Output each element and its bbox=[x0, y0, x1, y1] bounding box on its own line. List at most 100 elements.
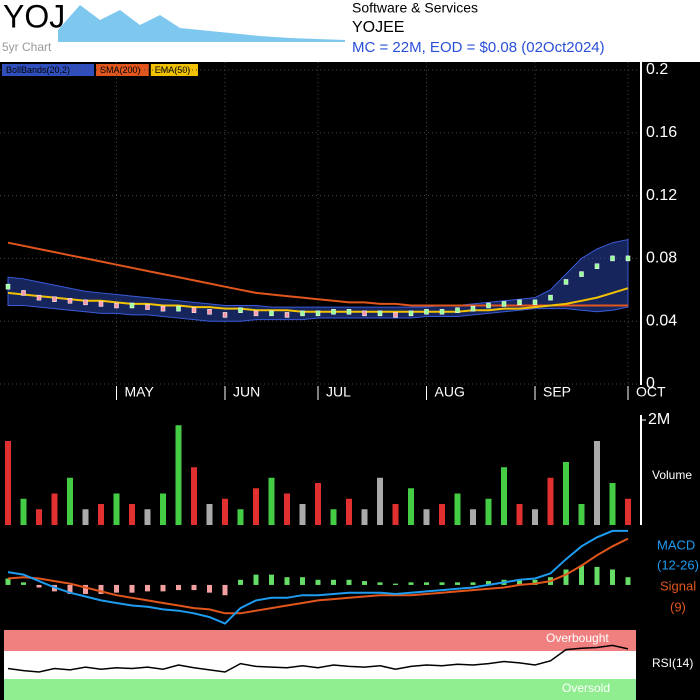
macd-histogram bbox=[486, 581, 491, 585]
candle bbox=[160, 305, 166, 312]
volume-bar bbox=[532, 509, 538, 525]
chart-bg bbox=[0, 62, 700, 700]
signal-label: Signal bbox=[660, 578, 696, 593]
candle bbox=[36, 294, 42, 301]
signal-line bbox=[7, 537, 629, 615]
macd-histogram bbox=[315, 579, 321, 585]
candle bbox=[98, 301, 104, 307]
candle bbox=[346, 309, 352, 315]
volume-bar bbox=[268, 477, 275, 525]
macd-histogram bbox=[517, 579, 522, 585]
candle bbox=[439, 309, 445, 315]
macd-histogram bbox=[610, 569, 615, 585]
candle bbox=[300, 310, 305, 317]
candle bbox=[563, 279, 569, 285]
candle bbox=[408, 310, 414, 317]
macd-histogram bbox=[269, 574, 274, 585]
volume-bar bbox=[454, 493, 461, 525]
y-tick-label: 0.12 bbox=[646, 187, 677, 204]
candle bbox=[501, 301, 507, 307]
legend-swatch bbox=[150, 64, 198, 76]
candle bbox=[52, 296, 57, 302]
candle bbox=[532, 299, 538, 306]
macd-histogram bbox=[362, 581, 367, 585]
volume-tick-label: 2M bbox=[648, 411, 670, 428]
macd-histogram bbox=[83, 584, 88, 594]
macd-line bbox=[7, 529, 628, 625]
macd-histogram bbox=[176, 584, 181, 591]
volume-bar bbox=[237, 509, 244, 525]
macd-histogram bbox=[5, 578, 11, 585]
oversold-zone bbox=[4, 679, 636, 700]
price-axis bbox=[640, 62, 642, 385]
candle bbox=[625, 255, 631, 262]
volume-bar bbox=[485, 498, 492, 525]
macd-params: (12-26) bbox=[657, 557, 699, 572]
macd-histogram bbox=[253, 574, 259, 585]
volume-bar bbox=[330, 509, 337, 525]
volume-bar bbox=[361, 509, 368, 525]
candle bbox=[470, 305, 476, 312]
volume-bar bbox=[377, 477, 383, 525]
volume-bar bbox=[470, 509, 476, 525]
macd-histogram bbox=[129, 584, 135, 593]
volume-bar bbox=[392, 504, 399, 525]
x-tick-label: OCT bbox=[636, 384, 666, 400]
macd-histogram bbox=[625, 577, 631, 585]
candle bbox=[455, 307, 460, 313]
ticker: YOJ bbox=[3, 0, 65, 34]
volume-bar bbox=[594, 441, 600, 525]
macd-histogram bbox=[21, 582, 26, 585]
candle bbox=[253, 310, 259, 317]
y-tick-label: 0.2 bbox=[646, 61, 668, 78]
macd-histogram bbox=[207, 584, 212, 593]
volume-bar bbox=[315, 483, 321, 525]
candle bbox=[594, 263, 600, 269]
candle bbox=[5, 283, 11, 290]
macd-histogram bbox=[331, 579, 336, 585]
volume-bar bbox=[144, 509, 151, 525]
candle bbox=[207, 309, 212, 315]
candle bbox=[517, 299, 522, 306]
candle bbox=[284, 312, 290, 318]
macd-histogram bbox=[300, 577, 305, 585]
macd-histogram bbox=[114, 584, 119, 593]
macd-histogram bbox=[532, 579, 538, 585]
legend-label: BollBands(20,2) bbox=[6, 65, 70, 75]
candle bbox=[269, 310, 274, 317]
rsi-line bbox=[7, 644, 629, 673]
candle bbox=[114, 302, 119, 309]
volume-bar bbox=[82, 509, 89, 525]
candle bbox=[393, 312, 398, 318]
candle bbox=[362, 310, 367, 317]
candle bbox=[222, 312, 228, 318]
macd-histogram bbox=[222, 584, 228, 596]
macd-histogram bbox=[470, 582, 476, 585]
volume-bar bbox=[20, 498, 27, 525]
volume-bar bbox=[51, 493, 58, 525]
volume-bar bbox=[547, 477, 554, 525]
candle bbox=[486, 302, 491, 309]
candle bbox=[548, 294, 553, 301]
volume-bar bbox=[346, 498, 352, 525]
candle bbox=[67, 298, 73, 304]
volume-bar bbox=[98, 504, 104, 525]
volume-bar bbox=[609, 483, 616, 525]
volume-bar bbox=[129, 504, 135, 525]
candle bbox=[610, 255, 615, 262]
volume-bar bbox=[175, 425, 182, 525]
candle bbox=[315, 310, 321, 317]
macd-histogram bbox=[191, 584, 197, 591]
macd-histogram bbox=[594, 566, 600, 585]
volume-bar bbox=[222, 498, 228, 525]
candle bbox=[145, 304, 150, 310]
legend-swatch bbox=[96, 64, 149, 76]
volume-bar bbox=[36, 509, 42, 525]
company-name: YOJEE bbox=[352, 19, 404, 36]
volume-bar bbox=[160, 493, 166, 525]
x-tick-label: JUN bbox=[233, 384, 260, 400]
macd-histogram bbox=[563, 569, 569, 585]
overbought-zone bbox=[4, 630, 636, 651]
macd-histogram bbox=[238, 579, 243, 585]
macd-histogram bbox=[439, 582, 445, 585]
